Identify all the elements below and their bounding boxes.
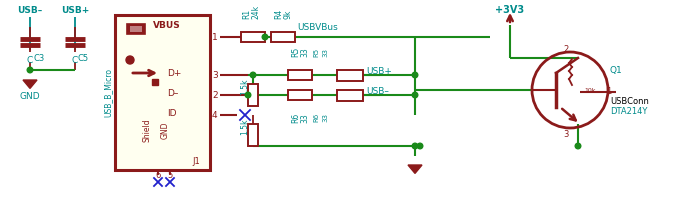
Text: R2: R2 — [251, 85, 260, 95]
Bar — [241, 32, 265, 42]
Text: USB–: USB– — [366, 88, 389, 97]
Text: 2: 2 — [563, 45, 569, 54]
Polygon shape — [408, 165, 422, 173]
Text: +3V3: +3V3 — [496, 5, 525, 15]
Circle shape — [250, 72, 256, 78]
Text: USBVBus: USBVBus — [297, 23, 338, 32]
Bar — [248, 84, 258, 106]
Text: J1: J1 — [192, 157, 200, 166]
Text: C3: C3 — [33, 54, 45, 63]
Circle shape — [126, 56, 134, 64]
Bar — [288, 70, 312, 80]
Text: R5: R5 — [292, 47, 301, 57]
Text: USB_B_Micro: USB_B_Micro — [104, 68, 113, 117]
Text: 10k: 10k — [584, 88, 596, 92]
Text: 1.5k: 1.5k — [241, 118, 249, 135]
Text: GND: GND — [161, 121, 170, 139]
Text: 2: 2 — [212, 90, 218, 99]
Text: Shield: Shield — [143, 118, 152, 142]
Text: USB–: USB– — [17, 6, 42, 15]
Circle shape — [27, 67, 33, 73]
Text: ID: ID — [167, 110, 177, 118]
Text: 33: 33 — [301, 113, 310, 123]
Bar — [127, 24, 145, 34]
Text: 3: 3 — [212, 71, 218, 79]
Bar — [337, 70, 363, 80]
Text: 1.5k: 1.5k — [241, 78, 249, 95]
Text: C: C — [27, 56, 33, 65]
Text: C5: C5 — [78, 54, 89, 63]
Text: USB+: USB+ — [366, 68, 392, 76]
Text: USB+: USB+ — [61, 6, 89, 15]
Circle shape — [412, 72, 418, 78]
Text: 5: 5 — [167, 171, 173, 180]
Text: 6: 6 — [155, 171, 161, 180]
Bar — [288, 90, 312, 100]
Text: C: C — [72, 56, 78, 65]
Text: 9k: 9k — [283, 10, 292, 19]
Text: 3: 3 — [563, 130, 569, 139]
Text: 4: 4 — [212, 110, 218, 119]
Text: D–: D– — [167, 90, 178, 98]
Text: 1: 1 — [212, 32, 218, 42]
Circle shape — [575, 143, 580, 149]
Text: 24k: 24k — [251, 5, 260, 19]
Text: R5: R5 — [313, 48, 319, 57]
Text: 33: 33 — [301, 47, 310, 57]
Circle shape — [417, 143, 422, 149]
Text: R1: R1 — [242, 9, 251, 19]
Circle shape — [245, 92, 251, 98]
Bar — [337, 90, 363, 100]
Text: 1: 1 — [606, 88, 611, 97]
Text: 33: 33 — [322, 113, 328, 122]
Text: GND: GND — [19, 92, 40, 101]
Text: USBConn: USBConn — [610, 98, 649, 106]
Bar — [152, 79, 158, 85]
Circle shape — [412, 92, 418, 98]
Text: DTA214Y: DTA214Y — [610, 108, 647, 116]
Bar — [271, 32, 295, 42]
Text: R6: R6 — [292, 113, 301, 123]
Bar — [248, 124, 258, 146]
Text: R4: R4 — [274, 9, 283, 19]
Text: D+: D+ — [167, 70, 182, 78]
Text: VBUS: VBUS — [153, 21, 181, 29]
Circle shape — [412, 143, 418, 149]
Text: Q1: Q1 — [610, 66, 623, 74]
Text: 33: 33 — [322, 48, 328, 57]
Text: R3: R3 — [251, 125, 260, 135]
Circle shape — [262, 34, 268, 40]
Bar — [130, 26, 142, 32]
Text: R6: R6 — [313, 113, 319, 122]
Polygon shape — [23, 80, 37, 88]
Bar — [115, 15, 210, 170]
